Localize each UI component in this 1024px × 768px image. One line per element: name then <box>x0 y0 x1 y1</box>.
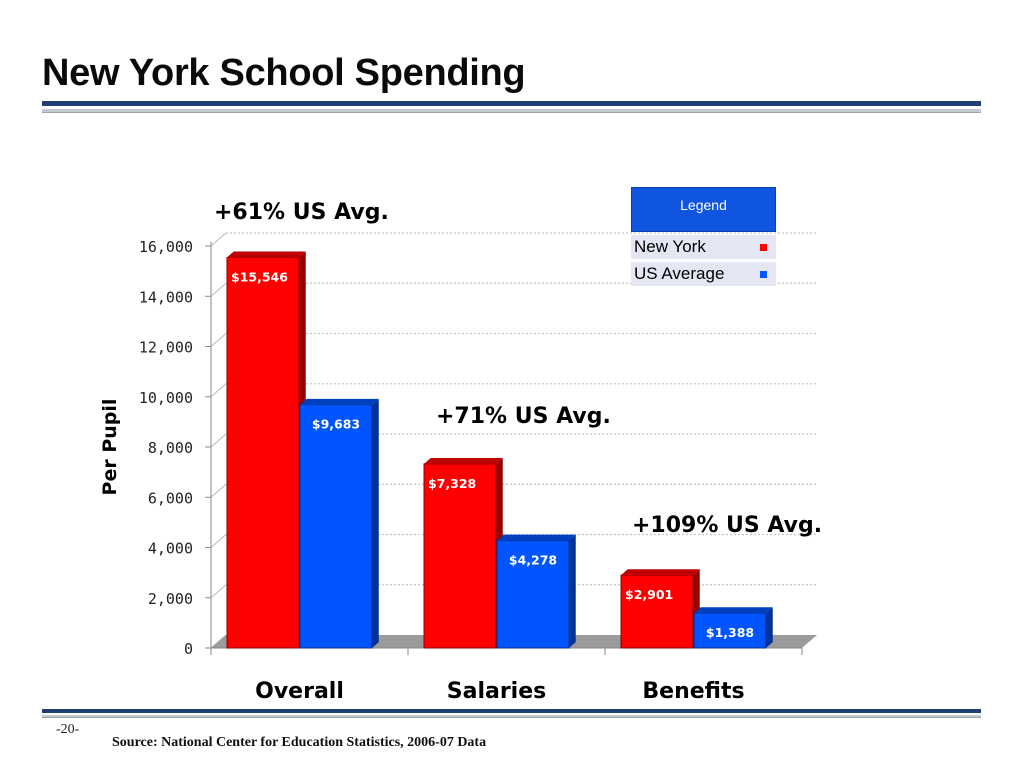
data-label: $7,328 <box>428 476 476 491</box>
bar-top <box>694 607 773 614</box>
annotation: +61% US Avg. <box>214 200 389 225</box>
x-tick-label: Benefits <box>642 679 744 704</box>
y-tick-label: 12,000 <box>139 339 193 357</box>
page-number: -20- <box>56 722 80 737</box>
annotation: +71% US Avg. <box>436 404 611 429</box>
y-tick-label: 0 <box>184 640 193 658</box>
bar <box>226 256 300 649</box>
data-label: $1,388 <box>706 625 754 640</box>
title-divider <box>42 101 981 106</box>
bar <box>496 540 570 649</box>
gridline-side <box>210 383 227 398</box>
bar-side <box>372 398 379 648</box>
gridline-side <box>210 232 227 247</box>
bar <box>620 574 694 649</box>
gridline-side <box>210 333 227 347</box>
annotation: +109% US Avg. <box>632 513 822 538</box>
y-tick-label: 14,000 <box>139 288 193 306</box>
legend-swatch-blue <box>760 271 767 278</box>
legend-item-us-average: US Average <box>631 262 776 286</box>
legend-title: Legend <box>631 187 776 232</box>
bar <box>299 404 373 649</box>
source-note: Source: National Center for Education St… <box>112 735 487 750</box>
bar-side <box>766 607 773 648</box>
gridline-side <box>210 483 227 498</box>
legend-label: New York <box>634 237 706 256</box>
bar-top <box>621 569 700 576</box>
y-tick-label: 4,000 <box>148 540 193 558</box>
legend-label: US Average <box>634 264 725 283</box>
data-label: $2,901 <box>625 587 673 602</box>
data-label: $15,546 <box>231 269 288 284</box>
y-tick-label: 6,000 <box>148 489 193 507</box>
bar-top <box>497 534 576 541</box>
y-axis-label: Per Pupil <box>99 399 121 496</box>
title-divider-shadow <box>42 109 981 113</box>
footer-divider <box>42 709 981 713</box>
bar-top <box>300 398 379 405</box>
bar <box>693 612 767 649</box>
legend: Legend New York US Average <box>631 187 776 286</box>
gridline-side <box>210 584 227 599</box>
gridline-side <box>210 282 227 297</box>
x-tick-label: Overall <box>255 679 344 704</box>
y-tick-label: 8,000 <box>148 439 193 457</box>
x-tick-label: Salaries <box>447 679 546 704</box>
footer-divider-shadow <box>42 715 981 718</box>
gridline-side <box>210 534 227 548</box>
legend-swatch-red <box>760 244 767 251</box>
legend-item-new-york: New York <box>631 235 776 259</box>
slide-title: New York School Spending <box>42 52 526 94</box>
bar-top <box>424 458 503 464</box>
bar-top <box>227 251 306 258</box>
y-tick-label: 10,000 <box>139 389 193 407</box>
bar-side <box>569 534 576 648</box>
data-label: $4,278 <box>509 553 557 568</box>
gridline-side <box>210 433 227 448</box>
bar <box>423 463 497 649</box>
y-tick-label: 2,000 <box>148 590 193 608</box>
data-label: $9,683 <box>312 417 360 432</box>
y-tick-label: 16,000 <box>139 238 193 256</box>
